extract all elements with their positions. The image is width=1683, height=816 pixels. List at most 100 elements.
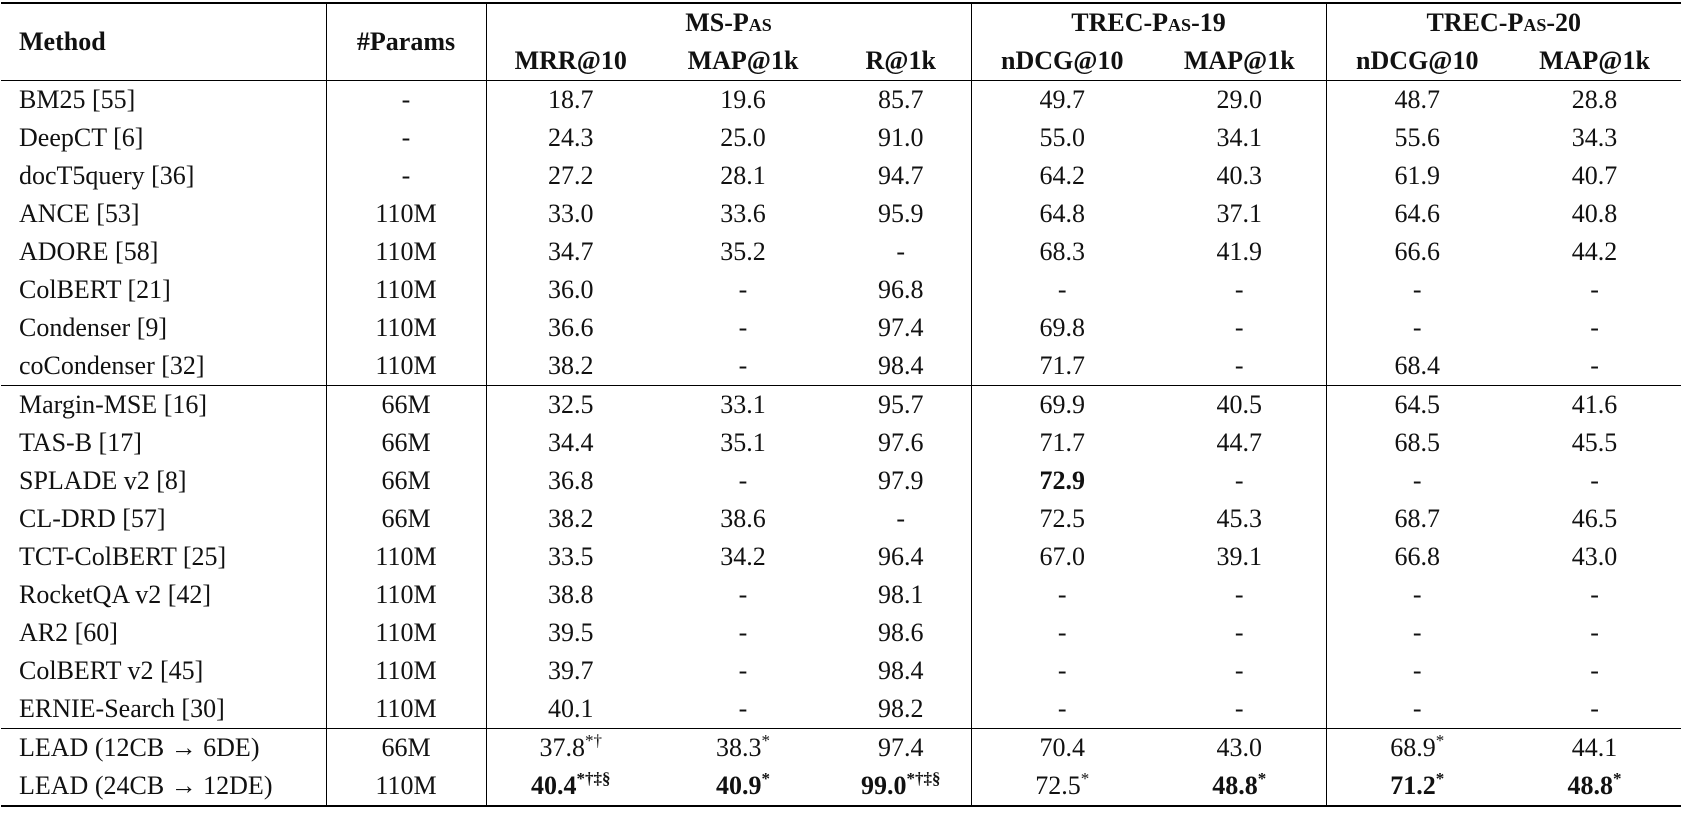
metric-header-r1k: R@1k — [831, 42, 972, 81]
metric-value: - — [1590, 580, 1599, 609]
significance-marker: * — [1257, 769, 1267, 788]
group-header-label: TREC-Pas-20 — [1426, 8, 1581, 37]
table-row: Margin-MSE [16] 66M 32.5 33.1 95.7 69.9 40.5 64… — [1, 385, 1682, 424]
metric-cell: 71.7 — [971, 347, 1153, 386]
metric-value: - — [1590, 656, 1599, 685]
metric-cell: 34.2 — [655, 538, 831, 576]
table-row: TCT-ColBERT [25] 110M 33.5 34.2 96.4 67.0 39.1… — [1, 538, 1681, 576]
metric-value: - — [1057, 580, 1067, 609]
table-header: Method #Params MS-Pas TREC-Pas-19 TREC-P… — [1, 2, 1682, 81]
metric-cell: - — [1326, 271, 1508, 309]
metric-cell: - — [1508, 614, 1681, 652]
metric-value: 94.7 — [878, 161, 924, 190]
metric-cell: - — [1153, 347, 1327, 386]
group-header-label: TREC-Pas-19 — [1071, 8, 1226, 37]
metric-value: 40.5 — [1216, 390, 1263, 419]
significance-marker: * — [1435, 769, 1445, 788]
method-cell: ANCE [53] — [1, 195, 327, 233]
metric-cell: 48.7 — [1326, 80, 1509, 119]
metric-cell: 36.6 — [486, 309, 655, 347]
metric-value: - — [896, 504, 906, 533]
metric-value: 24.3 — [548, 123, 594, 152]
metric-cell: 69.9 — [971, 385, 1153, 424]
metric-cell: 99.0*†‡§ — [831, 767, 972, 807]
metric-value: 48.8 — [1567, 771, 1614, 800]
metric-value: 68.9 — [1390, 733, 1436, 762]
metric-cell: 34.4 — [486, 424, 655, 462]
params-cell: 110M — [326, 767, 487, 807]
metric-value: - — [1057, 618, 1067, 647]
metric-value: 28.8 — [1571, 85, 1618, 114]
metric-value: - — [1412, 275, 1422, 304]
metric-value: - — [738, 275, 748, 304]
table-row: BM25 [55] - 18.7 19.6 85.7 49.7 29.0 48.7 28.8 — [1, 80, 1682, 119]
params-cell: 66M — [326, 500, 487, 538]
metric-cell: 66.6 — [1326, 233, 1508, 271]
metric-cell: - — [1508, 576, 1681, 614]
metric-cell: 33.1 — [655, 385, 831, 424]
metric-cell: 39.1 — [1153, 538, 1327, 576]
metric-value: 34.7 — [548, 237, 594, 266]
metric-value: 67.0 — [1039, 542, 1086, 571]
metric-value: - — [1412, 618, 1422, 647]
metric-value: 98.4 — [878, 656, 924, 685]
metric-cell: 96.8 — [831, 271, 972, 309]
metric-value: 37.1 — [1216, 199, 1263, 228]
metric-cell: - — [971, 690, 1153, 729]
metric-cell: - — [971, 576, 1153, 614]
metric-cell: - — [1153, 576, 1327, 614]
metric-value: 68.3 — [1039, 237, 1086, 266]
metric-cell: 45.3 — [1153, 500, 1327, 538]
metric-cell: - — [1326, 309, 1508, 347]
metric-value: 35.2 — [720, 237, 766, 266]
metric-cell: 28.1 — [655, 157, 831, 195]
metric-value: 69.8 — [1039, 313, 1086, 342]
metric-value: 55.0 — [1039, 123, 1086, 152]
metric-cell: 38.2 — [486, 347, 655, 386]
metric-cell: 72.5* — [971, 767, 1153, 807]
metric-value: 40.4 — [531, 771, 577, 800]
metric-cell: - — [1326, 690, 1508, 729]
metric-value: - — [1234, 656, 1244, 685]
significance-marker: *†‡§ — [576, 769, 611, 788]
metric-value: - — [1412, 694, 1422, 723]
significance-marker: * — [1080, 769, 1090, 788]
metric-value: 43.0 — [1216, 733, 1263, 762]
metric-cell: 27.2 — [486, 157, 655, 195]
metric-cell: - — [1326, 614, 1508, 652]
metric-value: - — [1412, 466, 1422, 495]
table-row: LEAD (12CB → 6DE) 66M 37.8*† 38.3* 97.4 70.4 4… — [1, 728, 1682, 767]
metric-cell: 44.7 — [1153, 424, 1327, 462]
table-body: BM25 [55] - 18.7 19.6 85.7 49.7 29.0 48.7 28.8 De… — [1, 80, 1682, 807]
metric-value: - — [1234, 351, 1244, 380]
metric-cell: 64.2 — [971, 157, 1153, 195]
metric-value: 39.5 — [548, 618, 594, 647]
method-cell: ColBERT [21] — [1, 271, 327, 309]
metric-value: - — [738, 466, 748, 495]
metric-value: 38.8 — [548, 580, 594, 609]
metric-value: 91.0 — [878, 123, 924, 152]
metric-value: 71.7 — [1039, 428, 1086, 457]
metric-value: 64.6 — [1394, 199, 1441, 228]
metric-cell: 96.4 — [831, 538, 972, 576]
metric-value: - — [738, 694, 748, 723]
metric-cell: 55.6 — [1326, 119, 1508, 157]
metric-value: - — [1234, 618, 1244, 647]
metric-cell: 49.7 — [971, 80, 1153, 119]
metric-value: - — [1234, 580, 1244, 609]
metric-cell: 98.4 — [831, 652, 972, 690]
params-cell: - — [326, 157, 487, 195]
metric-cell: 67.0 — [971, 538, 1153, 576]
metric-cell: 38.2 — [486, 500, 655, 538]
metric-value: - — [1234, 275, 1244, 304]
metric-cell: - — [1508, 462, 1681, 500]
metric-value: 97.9 — [878, 466, 924, 495]
metric-cell: - — [655, 690, 831, 729]
metric-value: 32.5 — [548, 390, 594, 419]
metric-cell: - — [971, 652, 1153, 690]
table-row: ERNIE-Search [30] 110M 40.1 - 98.2 - - - - — [1, 690, 1681, 729]
metric-value: - — [738, 580, 748, 609]
params-cell: 110M — [326, 347, 487, 386]
table-row: ADORE [58] 110M 34.7 35.2 - 68.3 41.9 66.6 44.2 — [1, 233, 1681, 271]
metric-cell: - — [1153, 652, 1327, 690]
